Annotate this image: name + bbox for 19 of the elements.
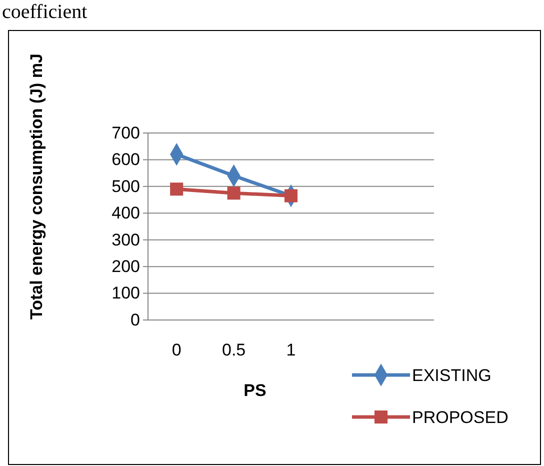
point [170,182,184,196]
y-tick-label: 700 [112,123,140,142]
y-tick-label: 500 [112,176,140,196]
point [227,186,240,200]
legend-label: PROPOSED [412,408,508,427]
y-tick-label: 400 [112,204,140,223]
x-tick-label: 1 [286,340,296,360]
x-tick-label: 0.5 [222,340,246,360]
point [284,189,298,202]
x-tick-label: 0 [172,340,182,360]
y-axis-title: Total energy consumption (J) mJ [27,53,46,320]
y-tick-label: 300 [112,230,140,250]
y-tick-label: 100 [112,284,140,303]
y-tick-label: 600 [112,150,140,170]
text: coefficient [2,1,88,23]
x-axis-title: PS [244,381,266,400]
legend-label: EXISTING [412,366,492,385]
y-tick-label: 0 [130,310,140,330]
y-tick-label: 200 [112,257,140,276]
